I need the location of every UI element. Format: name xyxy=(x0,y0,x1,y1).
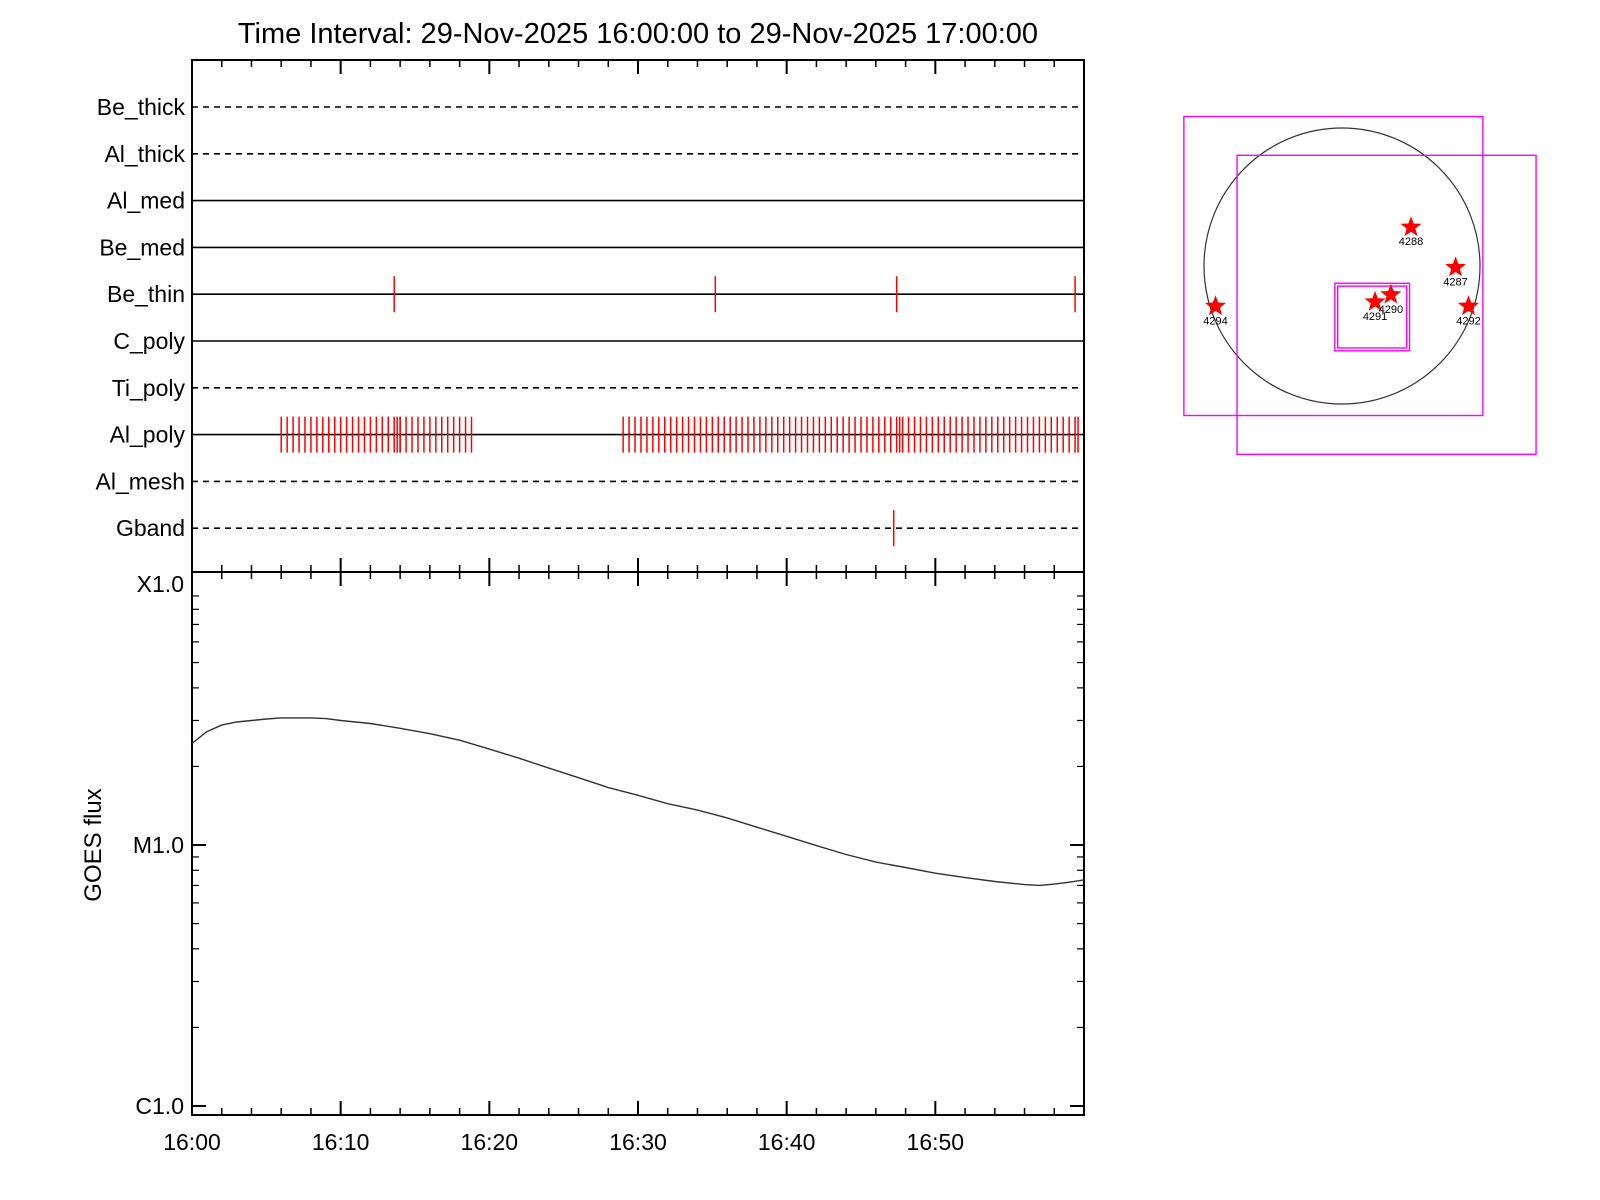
active-region-star xyxy=(1445,256,1466,277)
row-label: Be_med xyxy=(99,234,185,260)
y-tick-label: M1.0 xyxy=(133,832,184,858)
filter-timeline-panel: Be_thick Al_thick Al_med Be_med Be_thin C_pol… xyxy=(96,59,1085,573)
fov-box xyxy=(1236,154,1537,456)
goes-flux-line xyxy=(191,717,1085,887)
row-label: Be_thin xyxy=(107,281,185,307)
active-region-label: 4287 xyxy=(1443,276,1467,288)
solar-disk xyxy=(1203,127,1481,405)
active-region-star xyxy=(1380,283,1402,304)
fov-box xyxy=(1334,282,1411,352)
active-region-star xyxy=(1364,290,1386,311)
row-label: Al_med xyxy=(107,188,185,214)
y-tick-label: C1.0 xyxy=(135,1093,184,1119)
active-region-star xyxy=(1205,295,1226,316)
chart-title: Time Interval: 29-Nov-2025 16:00:00 to 2… xyxy=(238,18,1038,50)
x-tick-label: 16:20 xyxy=(461,1129,519,1155)
active-region-label: 4294 xyxy=(1203,315,1227,327)
x-tick-label: 16:50 xyxy=(907,1129,965,1155)
row-label: C_poly xyxy=(113,328,185,354)
x-tick-label: 16:10 xyxy=(312,1129,370,1155)
row-label: Ti_poly xyxy=(112,375,186,401)
row-label: Al_thick xyxy=(104,141,185,167)
active-region-label: 4292 xyxy=(1456,315,1480,327)
active-region-star xyxy=(1458,295,1479,316)
x-tick-label: 16:00 xyxy=(163,1129,221,1155)
row-label: Gband xyxy=(116,515,185,541)
row-label: Be_thick xyxy=(97,94,186,120)
active-region-star xyxy=(1400,216,1422,237)
goes-ylabel: GOES flux xyxy=(80,788,107,901)
active-region-label: 4288 xyxy=(1399,236,1423,248)
active-region-label: 4290 xyxy=(1379,304,1403,316)
x-tick-label: 16:30 xyxy=(609,1129,667,1155)
y-tick-label: X1.0 xyxy=(137,571,184,597)
row-label: Al_poly xyxy=(110,422,186,448)
fov-box xyxy=(1183,115,1484,417)
fov-box xyxy=(1336,285,1408,349)
active-region-label: 4291 xyxy=(1363,311,1387,323)
goes-frame xyxy=(191,571,1085,1116)
row-label: Al_mesh xyxy=(96,468,185,494)
goes-flux-panel: 16:00 16:10 16:20 16:30 16:40 16:50 X1.0 M1.0 C1… xyxy=(80,571,1085,1155)
timeline-frame xyxy=(191,59,1085,573)
x-tick-label: 16:40 xyxy=(758,1129,816,1155)
